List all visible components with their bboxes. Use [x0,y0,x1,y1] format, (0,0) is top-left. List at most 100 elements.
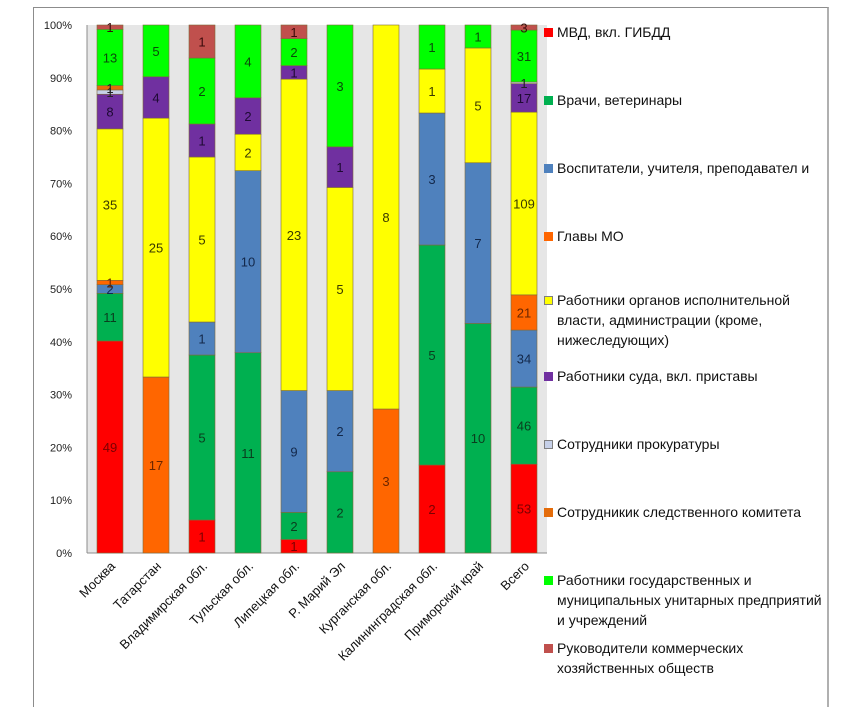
bars [96,24,538,554]
bar-segment [280,24,308,39]
data-label: 3 [382,474,389,489]
legend-swatch [544,440,553,449]
legend-label: Работники органов исполнительной власти,… [557,292,790,348]
bar-segment [280,390,308,513]
data-label: 1 [198,332,205,347]
data-label: 3 [336,79,343,94]
y-tick-label: 100% [44,20,72,32]
data-label: 1 [198,134,205,149]
bar-segment [510,29,538,83]
data-label: 10 [241,255,255,270]
bar-segment [280,512,308,540]
legend-label: Главы МО [557,228,624,244]
legend-item: Работники суда, вкл. приставы [544,366,827,386]
data-label: 23 [287,228,301,243]
bar-segment [326,187,354,391]
x-tick-label: Владимирская обл. [116,559,210,653]
bar-segment [96,93,124,130]
bar-segment [96,128,124,281]
bar-segment [234,97,262,135]
bar-segment [326,471,354,554]
data-label: 8 [106,105,113,120]
data-label: 21 [517,305,531,320]
bar-segment [234,352,262,554]
data-label: 1 [198,35,205,50]
data-label: 1 [290,25,297,40]
data-label: 5 [152,44,159,59]
data-label: 1 [474,29,481,44]
bar-segment [142,376,170,554]
legend-item: Работники органов исполнительной власти,… [544,290,827,350]
data-label: 25 [149,241,163,256]
y-tick-label: 70% [50,178,72,190]
data-label: 5 [198,233,205,248]
bar-segment [142,24,170,78]
bar-segment [96,293,124,342]
data-label: 5 [336,282,343,297]
legend-item: Воспитатели, учителя, преподавател и [544,158,827,178]
bar-segment [464,47,492,164]
data-label: 17 [149,458,163,473]
legend-label: Воспитатели, учителя, преподавател и [557,160,810,176]
bar-segment [510,111,538,296]
y-tick-label: 80% [50,126,72,138]
legend-swatch [544,576,553,585]
data-label: 34 [517,352,531,367]
bar-segment [418,68,446,114]
data-label: 5 [198,431,205,446]
data-label: 1 [106,276,113,291]
y-tick-label: 90% [50,73,72,85]
bar-segment [464,24,492,49]
data-label: 3 [520,21,527,36]
data-label: 2 [290,45,297,60]
legend-item: Руководители коммерческих хозяйственных … [544,638,827,678]
data-label: 49 [103,440,117,455]
data-label: 1 [290,65,297,80]
data-label: 4 [244,54,251,69]
data-label: 2 [428,502,435,517]
bar-segment [510,463,538,554]
bar-segment [418,24,446,70]
data-label: 1 [428,40,435,55]
data-label: 5 [428,348,435,363]
data-label: 10 [471,431,485,446]
bar-segment [418,244,446,466]
legend-swatch [544,28,553,37]
data-label: 109 [513,197,535,212]
y-tick-label: 30% [50,390,72,402]
bar-segment [96,29,124,86]
bar-segment [280,38,308,66]
legend-item: Врачи, ветеринары [544,90,827,110]
legend-label: Сотрудники прокуратуры [557,436,720,452]
data-label: 2 [244,145,251,160]
data-label: 3 [428,172,435,187]
legend-label: Работники суда, вкл. приставы [557,368,758,384]
data-label: 35 [103,198,117,213]
bar-segment [234,24,262,99]
data-label: 2 [198,84,205,99]
data-label: 31 [517,49,531,64]
bar-segment [188,24,216,59]
bar-segment [188,156,216,323]
legend-swatch [544,372,553,381]
bar-segment [142,117,170,378]
legend-item: Работники государственных и муниципальны… [544,570,827,630]
bar-segment [188,123,216,158]
legend-swatch [544,644,553,653]
data-label: 2 [244,109,251,124]
bar-segment [510,24,538,31]
bar-segment [510,386,538,465]
legend-label: Сотрудникик следственного комитета [557,504,801,520]
legend-swatch [544,164,553,173]
bar-segment [326,146,354,188]
chart-frame [33,7,829,707]
data-label: 4 [152,90,159,105]
data-label: 1 [106,81,113,96]
legend-item: Сотрудники прокуратуры [544,434,827,454]
data-label: 53 [517,502,531,517]
bar-segment [510,83,538,113]
data-label: 17 [517,91,531,106]
legend-swatch [544,232,553,241]
